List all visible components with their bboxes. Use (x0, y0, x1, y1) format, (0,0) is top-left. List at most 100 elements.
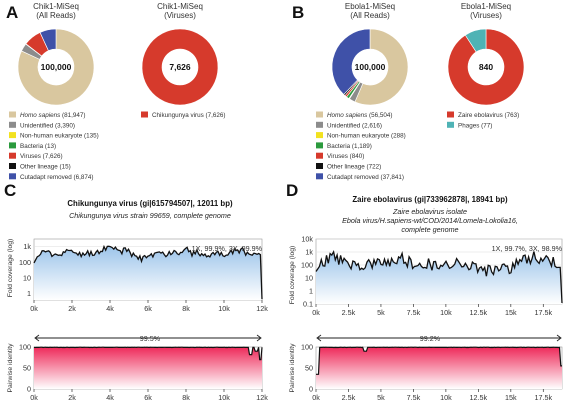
legend-b-item-count-2: (288) (389, 133, 405, 140)
identity-d-span-arrow-right (556, 334, 562, 342)
legend-a-swatch-2 (9, 132, 16, 139)
legend-a: Homo sapiens (81,947) Unidentified (3,390… (9, 111, 99, 181)
coverage-d-xtick-3: 7.5k (407, 308, 421, 317)
coverage-d-xtick-6: 15k (505, 308, 517, 317)
legend-a-item-4: Viruses (7,626) (20, 153, 63, 160)
panel-label-a: A (6, 3, 18, 22)
legend-a-item-count-4: (7,626) (41, 153, 63, 160)
legend-b-right-item-count-1: (77) (479, 122, 492, 129)
coverage-d-ytick-5: 0.1 (303, 300, 313, 309)
legend-b-item-count-3: (1,189) (350, 143, 372, 150)
donut-a-right-subtitle: (Viruses) (164, 11, 196, 20)
coverage-c-xtick-3: 6k (144, 304, 152, 313)
donut-a-left-title: Chik1-MiSeq (33, 2, 79, 11)
donut-a-left (17, 28, 95, 106)
legend-b: Homo sapiens (56,504) Unidentified (2,616… (316, 111, 406, 181)
legend-b-item-count-0: (56,504) (367, 112, 392, 119)
coverage-d-area (316, 251, 562, 304)
identity-c-ytick-2: 0 (27, 385, 31, 394)
legend-a-item-count-0: (81,947) (60, 112, 85, 119)
legend-b-item-3: Bacteria (1,189) (327, 143, 372, 150)
legend-a-swatch-4 (9, 152, 16, 159)
identity-c-xtick-2: 4k (106, 393, 114, 402)
identity-plot-c: 100 50 00k 2k 4k 6k 8k 10k 12k (19, 334, 268, 402)
panel-label-c: C (4, 181, 16, 200)
legend-b-right-item-1: Phages (77) (458, 122, 492, 129)
identity-c-ytick-0: 100 (19, 343, 31, 352)
donut-a-left-slice-0 (17, 28, 95, 106)
legend-b-item-2: Non-human eukaryote (288) (327, 133, 406, 140)
identity-c-span-arrow-right (256, 334, 262, 342)
coverage-c-area (34, 246, 262, 300)
legend-b-swatch-5 (316, 163, 323, 169)
identity-c-xtick-4: 8k (182, 393, 190, 402)
legend-a-item-label-4: Viruses (20, 153, 41, 160)
legend-a-swatch-6 (9, 173, 16, 180)
legend-a-swatch-3 (9, 142, 16, 149)
identity-c-span-arrow-left (34, 334, 40, 342)
legend-a-item-label-3: Bacteria (20, 143, 44, 150)
legend-b-item-label-4: Viruses (327, 153, 348, 160)
legend-b-right-item-label-1: Phages (458, 122, 479, 129)
legend-a-swatch-0 (9, 111, 16, 118)
legend-b-item-5: Other lineage (722) (327, 164, 381, 171)
legend-b-swatch-6 (316, 173, 323, 180)
legend-b-item-label-2: Non-human eukaryote (327, 133, 390, 140)
coverage-d-ytick-4: 1 (309, 287, 313, 296)
donut-a-right-title: Chik1-MiSeq (157, 2, 203, 11)
legend-a-item-label-1: Unidentified (20, 122, 54, 129)
coverage-c-xtick-1: 2k (68, 304, 76, 313)
donut-b-right-slice-0 (447, 28, 525, 106)
coverage-annotation-d: 1X, 99.7%, 3X, 98.9% (492, 244, 563, 253)
coverage-d-ytick-3: 10 (305, 274, 313, 283)
donut-b-right-subtitle: (Viruses) (470, 11, 502, 20)
donut-b-right (447, 28, 525, 106)
legend-a-right-item-count-0: (7,626) (204, 112, 226, 119)
donut-a-left-slice-6 (39, 28, 57, 52)
legend-b-item-1: Unidentified (2,616) (327, 122, 382, 129)
donut-b-right-total: 840 (479, 62, 493, 72)
identity-d-xtick-0: 0k (312, 393, 320, 402)
donut-a-right-slice-0 (141, 28, 219, 106)
legend-b-right-item-label-0: Zaire ebolavirus (458, 112, 503, 119)
legend-b-right-item-count-0: (763) (503, 112, 519, 119)
coverage-plot-d: 10k 1k 100 10 1 0.10k 2.5k 5k 7.5k 10k 12.5k 15k 17.… (301, 235, 563, 317)
identity-d-xtick-1: 2.5k (342, 393, 356, 402)
panel-d: D Zaire ebolavirus (gi|733962878|, 18941… (286, 181, 563, 402)
coverage-subtitle-d-line3: complete genome (401, 225, 458, 234)
legend-a-item-label-6: Cutadapt removed (20, 174, 72, 181)
legend-b-right-swatch-0 (447, 111, 454, 118)
identity-d-xtick-2: 5k (377, 393, 385, 402)
coverage-d-xtick-2: 5k (377, 308, 385, 317)
coverage-d-xtick-5: 12.5k (470, 308, 488, 317)
legend-b-item-label-6: Cutadapt removed (327, 174, 379, 181)
identity-c-xtick-1: 2k (68, 393, 76, 402)
legend-b-right: Zaire ebolavirus (763) Phages (77) (447, 111, 519, 129)
identity-c-xtick-5: 10k (218, 393, 230, 402)
identity-d-xtick-3: 7.5k (407, 393, 421, 402)
identity-d-xtick-4: 10k (440, 393, 452, 402)
identity-d-span-arrow-left (316, 334, 322, 342)
coverage-c-line (33, 244, 263, 300)
coverage-subtitle-d-line2: Ebola virus/H.sapiens-wt/COD/2014/Lomela… (342, 216, 518, 225)
panel-label-b: B (292, 3, 304, 22)
coverage-title-d: Zaire ebolavirus (gi|733962878|, 18941 b… (352, 195, 508, 204)
donut-b-right-slice-1 (464, 28, 487, 53)
coverage-c-xtick-5: 10k (218, 304, 230, 313)
legend-a-right-item-label-0: Chikungunya virus (152, 112, 204, 119)
panel-a: A Chik1-MiSeq (All Reads) 100,000 Chik1-… (6, 2, 226, 181)
legend-b-item-0: Homo sapiens (56,504) (327, 112, 392, 119)
identity-c-area (34, 347, 262, 389)
coverage-c-xtick-2: 4k (106, 304, 114, 313)
donut-a-right (141, 28, 219, 106)
coverage-title-c: Chikungunya virus (gi|615794507|, 12011 … (67, 199, 233, 208)
legend-b-item-label-3: Bacteria (327, 143, 351, 150)
identity-plot-d: 100 50 00k 2.5k 5k 7.5k 10k 12.5k 15k 17.5k (301, 334, 563, 402)
legend-b-swatch-1 (316, 121, 323, 128)
legend-b-swatch-0 (316, 111, 323, 118)
identity-c-xtick-3: 6k (144, 393, 152, 402)
panel-c: C Chikungunya virus (gi|615794507|, 1201… (4, 181, 268, 402)
identity-annotation-c: 99.5% (140, 334, 161, 343)
legend-b-item-count-5: (722) (365, 164, 381, 171)
